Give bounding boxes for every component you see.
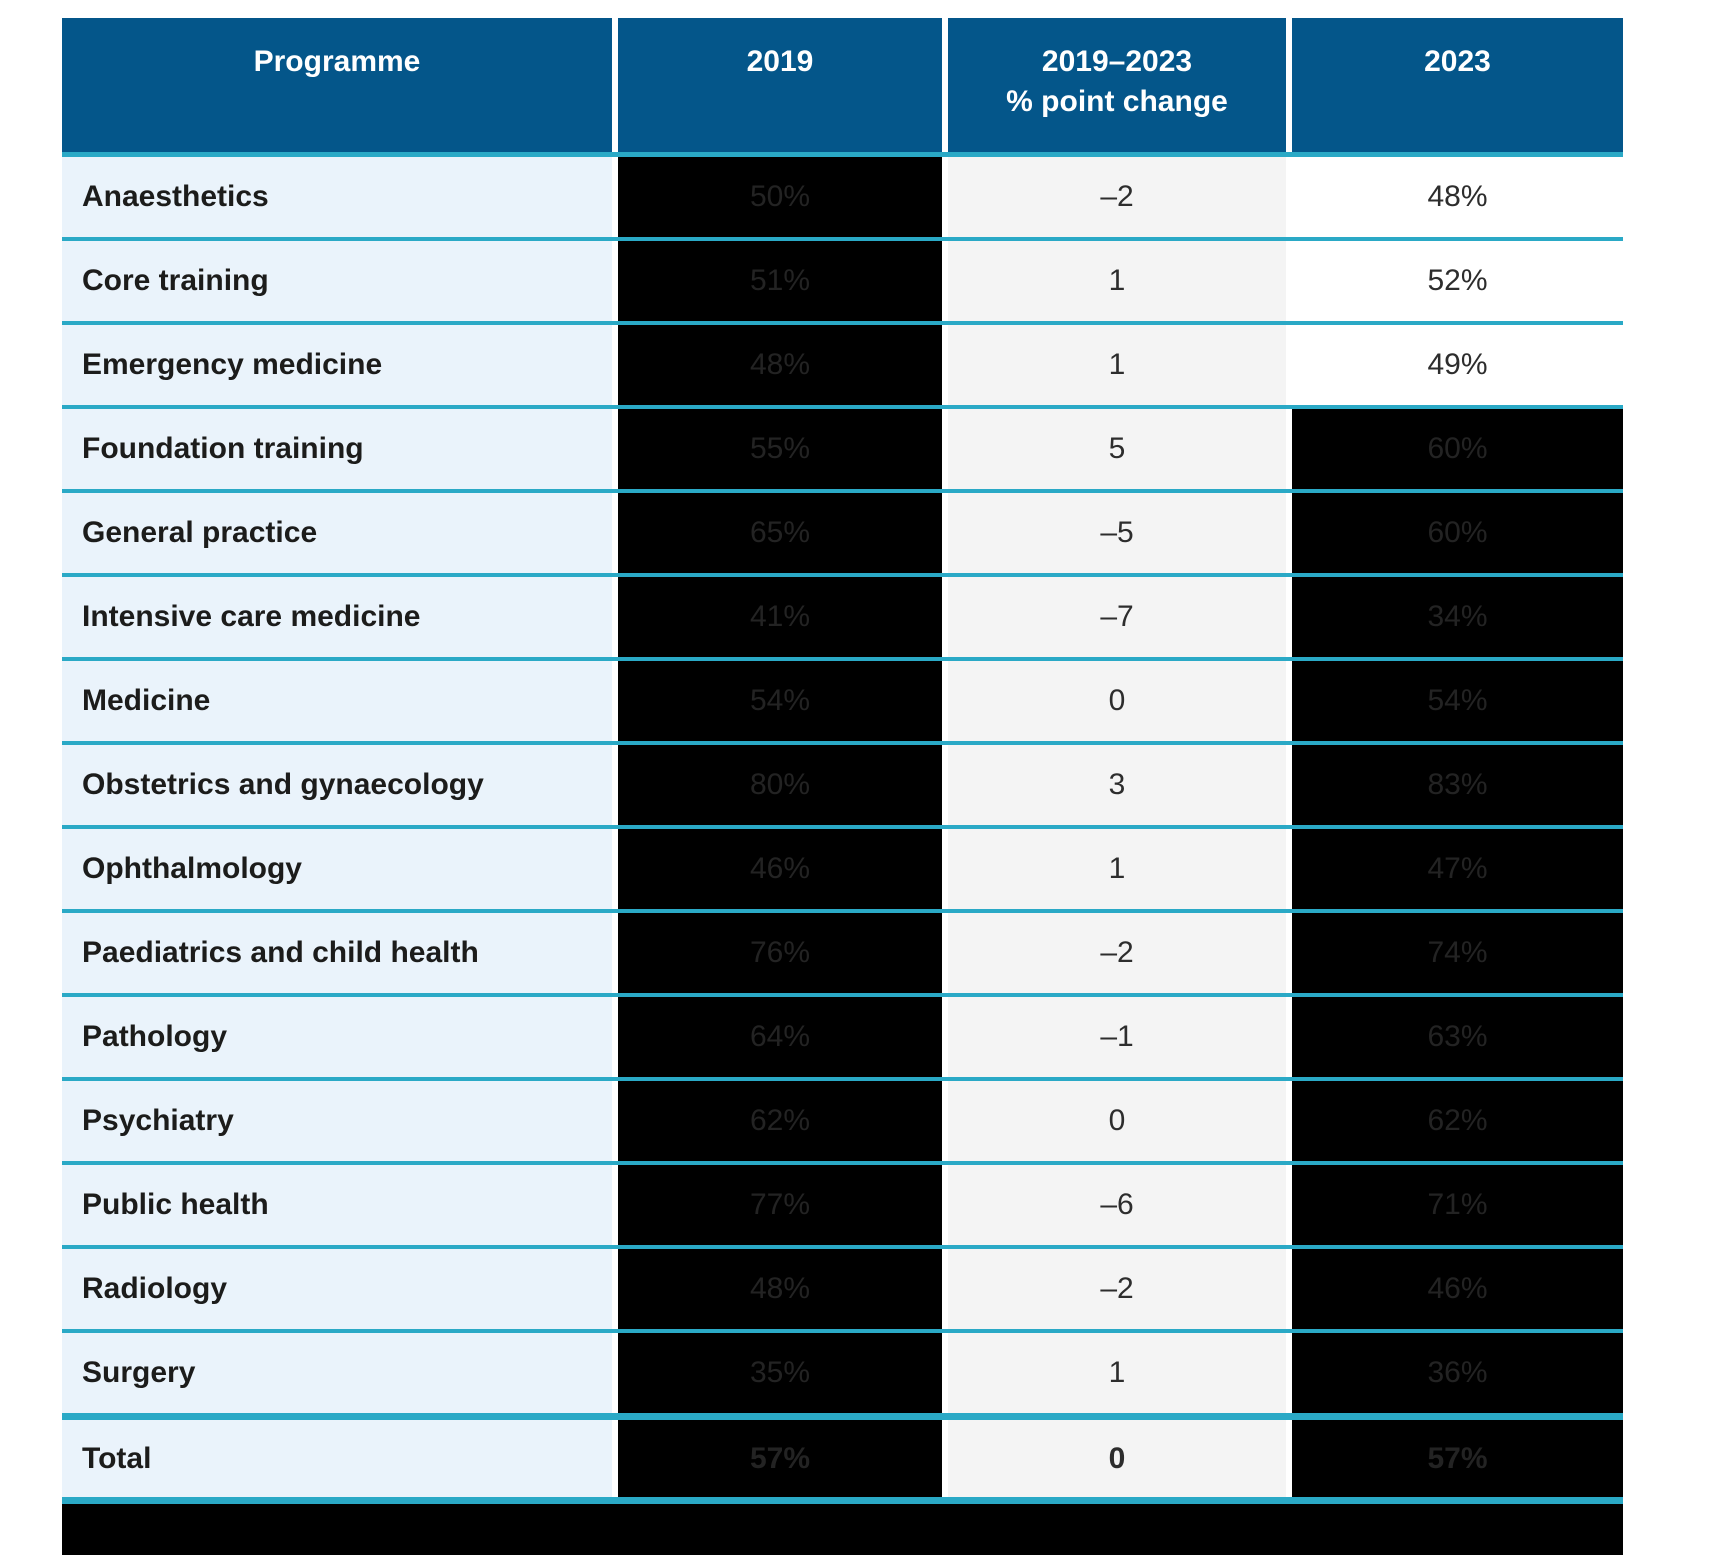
- value-2019-cell: 55%: [618, 409, 942, 489]
- value-2023-cell: 46%: [1292, 1249, 1623, 1329]
- programme-cell: Radiology: [62, 1249, 612, 1329]
- table-row: Surgery 35% 1 36%: [62, 1333, 1623, 1417]
- programme-cell: Core training: [62, 241, 612, 321]
- value-2019-cell: 65%: [618, 493, 942, 573]
- value-2019-cell: 41%: [618, 577, 942, 657]
- table-row: Core training 51% 1 52%: [62, 241, 1623, 325]
- value-2023-cell: 71%: [1292, 1165, 1623, 1245]
- table-row: Intensive care medicine 41% –7 34%: [62, 577, 1623, 661]
- table-row: Obstetrics and gynaecology 80% 3 83%: [62, 745, 1623, 829]
- value-2023-cell: 52%: [1292, 241, 1623, 321]
- header-2019-label: 2019: [746, 45, 814, 78]
- value-2023-cell: 36%: [1292, 1333, 1623, 1413]
- value-2023-cell: 57%: [1292, 1420, 1623, 1497]
- header-2023-label: 2023: [1424, 45, 1491, 78]
- value-2023-cell: 62%: [1292, 1081, 1623, 1161]
- table-row: Radiology 48% –2 46%: [62, 1249, 1623, 1333]
- programme-cell: Emergency medicine: [62, 325, 612, 405]
- table-row: Foundation training 55% 5 60%: [62, 409, 1623, 493]
- header-2019: 2019: [618, 18, 942, 152]
- programme-cell: Surgery: [62, 1333, 612, 1413]
- header-programme: Programme: [62, 18, 612, 152]
- change-cell: –2: [948, 913, 1286, 993]
- table-row: Public health 77% –6 71%: [62, 1165, 1623, 1249]
- value-2019-cell: 62%: [618, 1081, 942, 1161]
- header-programme-label: Programme: [253, 45, 421, 78]
- header-change: 2019–2023 % point change: [948, 18, 1286, 152]
- footer-black-bar: [62, 1504, 1623, 1555]
- programme-cell: Obstetrics and gynaecology: [62, 745, 612, 825]
- programme-cell: Psychiatry: [62, 1081, 612, 1161]
- change-cell: 1: [948, 829, 1286, 909]
- value-2023-cell: 60%: [1292, 409, 1623, 489]
- value-2019-cell: 48%: [618, 1249, 942, 1329]
- programme-cell: Anaesthetics: [62, 157, 612, 237]
- programme-cell: Ophthalmology: [62, 829, 612, 909]
- change-cell: –5: [948, 493, 1286, 573]
- value-2019-cell: 35%: [618, 1333, 942, 1413]
- value-2019-cell: 57%: [618, 1420, 942, 1497]
- table-row: Anaesthetics 50% –2 48%: [62, 157, 1623, 241]
- programme-cell: Intensive care medicine: [62, 577, 612, 657]
- value-2019-cell: 77%: [618, 1165, 942, 1245]
- value-2023-cell: 63%: [1292, 997, 1623, 1077]
- value-2019-cell: 50%: [618, 157, 942, 237]
- value-2023-cell: 47%: [1292, 829, 1623, 909]
- change-cell: –1: [948, 997, 1286, 1077]
- value-2019-cell: 80%: [618, 745, 942, 825]
- programme-cell: General practice: [62, 493, 612, 573]
- change-cell: 5: [948, 409, 1286, 489]
- value-2019-cell: 64%: [618, 997, 942, 1077]
- table-row: General practice 65% –5 60%: [62, 493, 1623, 577]
- value-2019-cell: 48%: [618, 325, 942, 405]
- change-cell: –2: [948, 1249, 1286, 1329]
- value-2019-cell: 54%: [618, 661, 942, 741]
- change-cell: 3: [948, 745, 1286, 825]
- change-cell: 0: [948, 1081, 1286, 1161]
- change-cell: 0: [948, 661, 1286, 741]
- value-2023-cell: 54%: [1292, 661, 1623, 741]
- programme-cell: Foundation training: [62, 409, 612, 489]
- value-2023-cell: 48%: [1292, 157, 1623, 237]
- value-2023-cell: 60%: [1292, 493, 1623, 573]
- value-2023-cell: 74%: [1292, 913, 1623, 993]
- header-change-line2: % point change: [1006, 85, 1228, 118]
- table-row: Emergency medicine 48% 1 49%: [62, 325, 1623, 409]
- table-row: Ophthalmology 46% 1 47%: [62, 829, 1623, 913]
- value-2019-cell: 46%: [618, 829, 942, 909]
- change-cell: 1: [948, 325, 1286, 405]
- value-2019-cell: 51%: [618, 241, 942, 321]
- programme-cell: Paediatrics and child health: [62, 913, 612, 993]
- table-header-row: Programme 2019 2019–2023 % point change …: [62, 18, 1623, 157]
- change-cell: –7: [948, 577, 1286, 657]
- change-cell: 1: [948, 1333, 1286, 1413]
- programme-cell: Medicine: [62, 661, 612, 741]
- change-cell: –6: [948, 1165, 1286, 1245]
- table-body: Anaesthetics 50% –2 48% Core training 51…: [62, 157, 1623, 1504]
- value-2023-cell: 34%: [1292, 577, 1623, 657]
- change-cell: 0: [948, 1420, 1286, 1497]
- change-cell: 1: [948, 241, 1286, 321]
- table-row: Psychiatry 62% 0 62%: [62, 1081, 1623, 1165]
- programme-cell: Total: [62, 1420, 612, 1497]
- value-2023-cell: 49%: [1292, 325, 1623, 405]
- change-cell: –2: [948, 157, 1286, 237]
- header-change-line1: 2019–2023: [1041, 45, 1193, 78]
- table-row: Pathology 64% –1 63%: [62, 997, 1623, 1081]
- table-row: Medicine 54% 0 54%: [62, 661, 1623, 745]
- table-row: Total 57% 0 57%: [62, 1417, 1623, 1504]
- table-row: Paediatrics and child health 76% –2 74%: [62, 913, 1623, 997]
- value-2019-cell: 76%: [618, 913, 942, 993]
- programme-table: Programme 2019 2019–2023 % point change …: [62, 18, 1623, 1555]
- value-2023-cell: 83%: [1292, 745, 1623, 825]
- header-2023: 2023: [1292, 18, 1623, 152]
- programme-cell: Pathology: [62, 997, 612, 1077]
- programme-cell: Public health: [62, 1165, 612, 1245]
